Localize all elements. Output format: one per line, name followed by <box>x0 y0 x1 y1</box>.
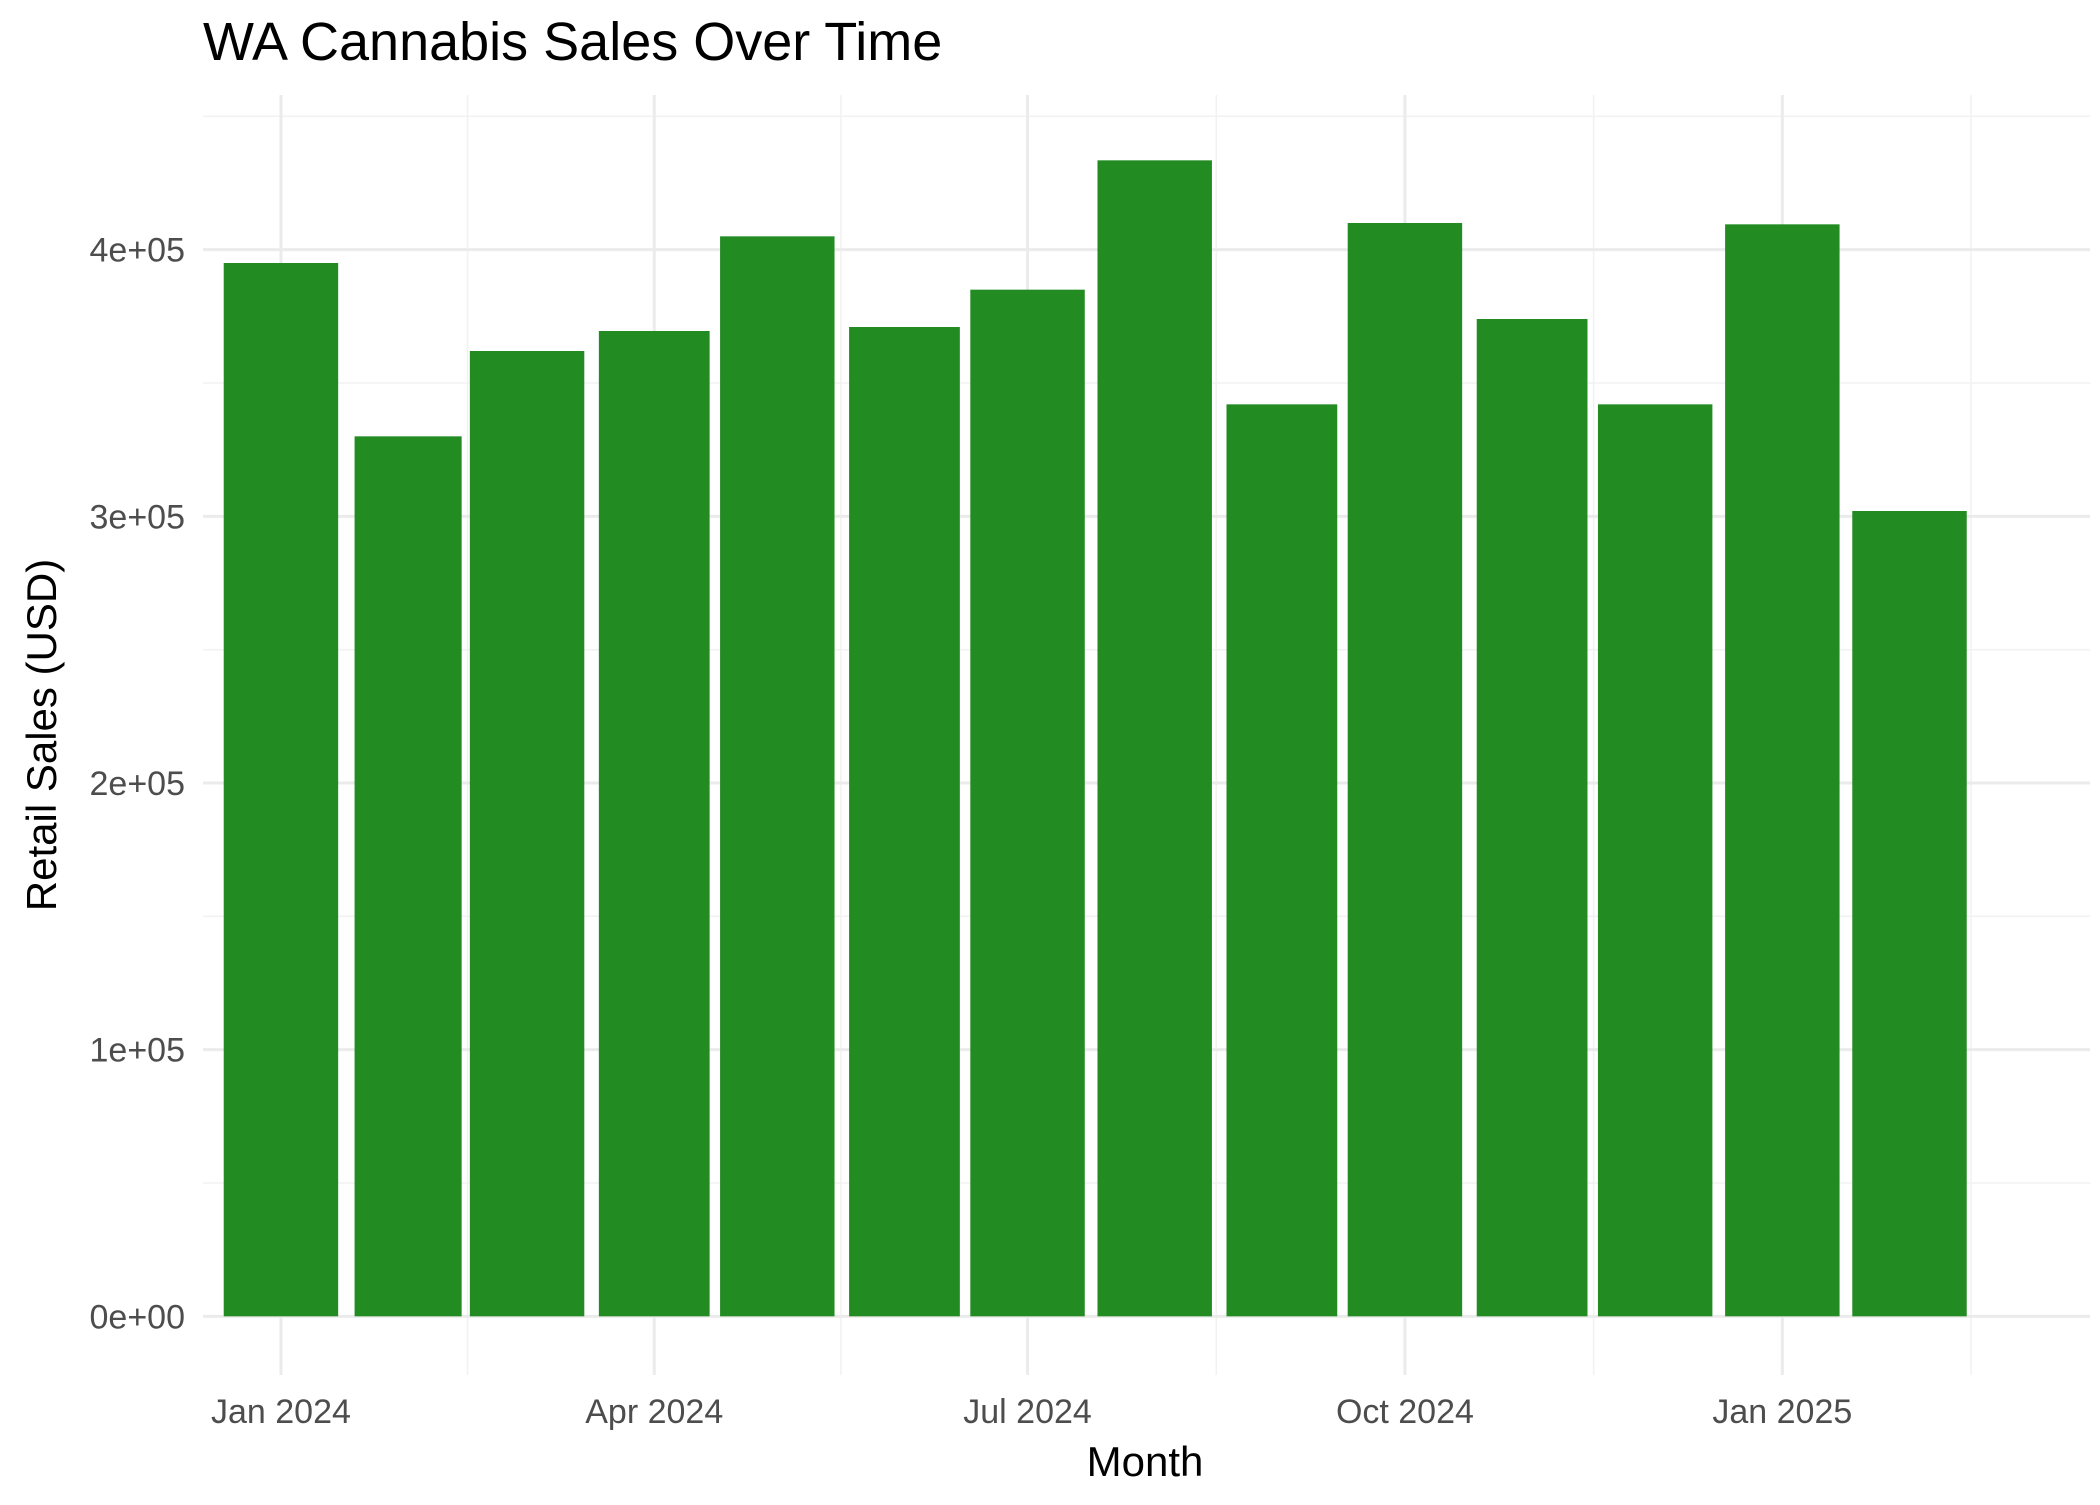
bar-2024-02 <box>354 436 462 1317</box>
x-tick-label: Jul 2024 <box>963 1393 1092 1431</box>
y-tick-label: 4e+05 <box>90 232 186 270</box>
bar-2024-01 <box>223 263 339 1317</box>
bar-2025-01 <box>1725 224 1840 1317</box>
bar-2024-07 <box>970 289 1085 1317</box>
y-tick-label: 1e+05 <box>90 1032 186 1070</box>
x-tick-label: Apr 2024 <box>585 1393 723 1431</box>
bar-2024-03 <box>469 351 585 1317</box>
bars <box>223 160 1967 1317</box>
x-axis-title: Month <box>1087 1438 1204 1485</box>
y-tick-label: 2e+05 <box>90 765 186 803</box>
bar-2024-08 <box>1097 160 1212 1317</box>
bar-2024-10 <box>1347 223 1463 1317</box>
bar-2025-02 <box>1852 511 1967 1317</box>
bar-2024-06 <box>849 327 960 1317</box>
bar-2024-11 <box>1476 319 1588 1317</box>
x-tick-label: Jan 2025 <box>1712 1393 1852 1431</box>
y-axis-tick-labels: 0e+00 1e+05 2e+05 3e+05 4e+05 <box>90 232 186 1337</box>
bar-2024-12 <box>1597 404 1713 1317</box>
x-axis-tick-labels: Jan 2024 Apr 2024 Jul 2024 Oct 2024 Jan 2025 <box>211 1393 1852 1431</box>
bar-2024-09 <box>1226 404 1338 1317</box>
x-tick-label: Jan 2024 <box>211 1393 351 1431</box>
bar-2024-05 <box>720 236 835 1317</box>
chart-title: WA Cannabis Sales Over Time <box>203 12 942 72</box>
x-tick-label: Oct 2024 <box>1336 1393 1474 1431</box>
y-axis-title: Retail Sales (USD) <box>18 559 65 911</box>
y-tick-label: 0e+00 <box>90 1298 186 1336</box>
bar-2024-04 <box>598 331 710 1317</box>
y-tick-label: 3e+05 <box>90 498 186 536</box>
